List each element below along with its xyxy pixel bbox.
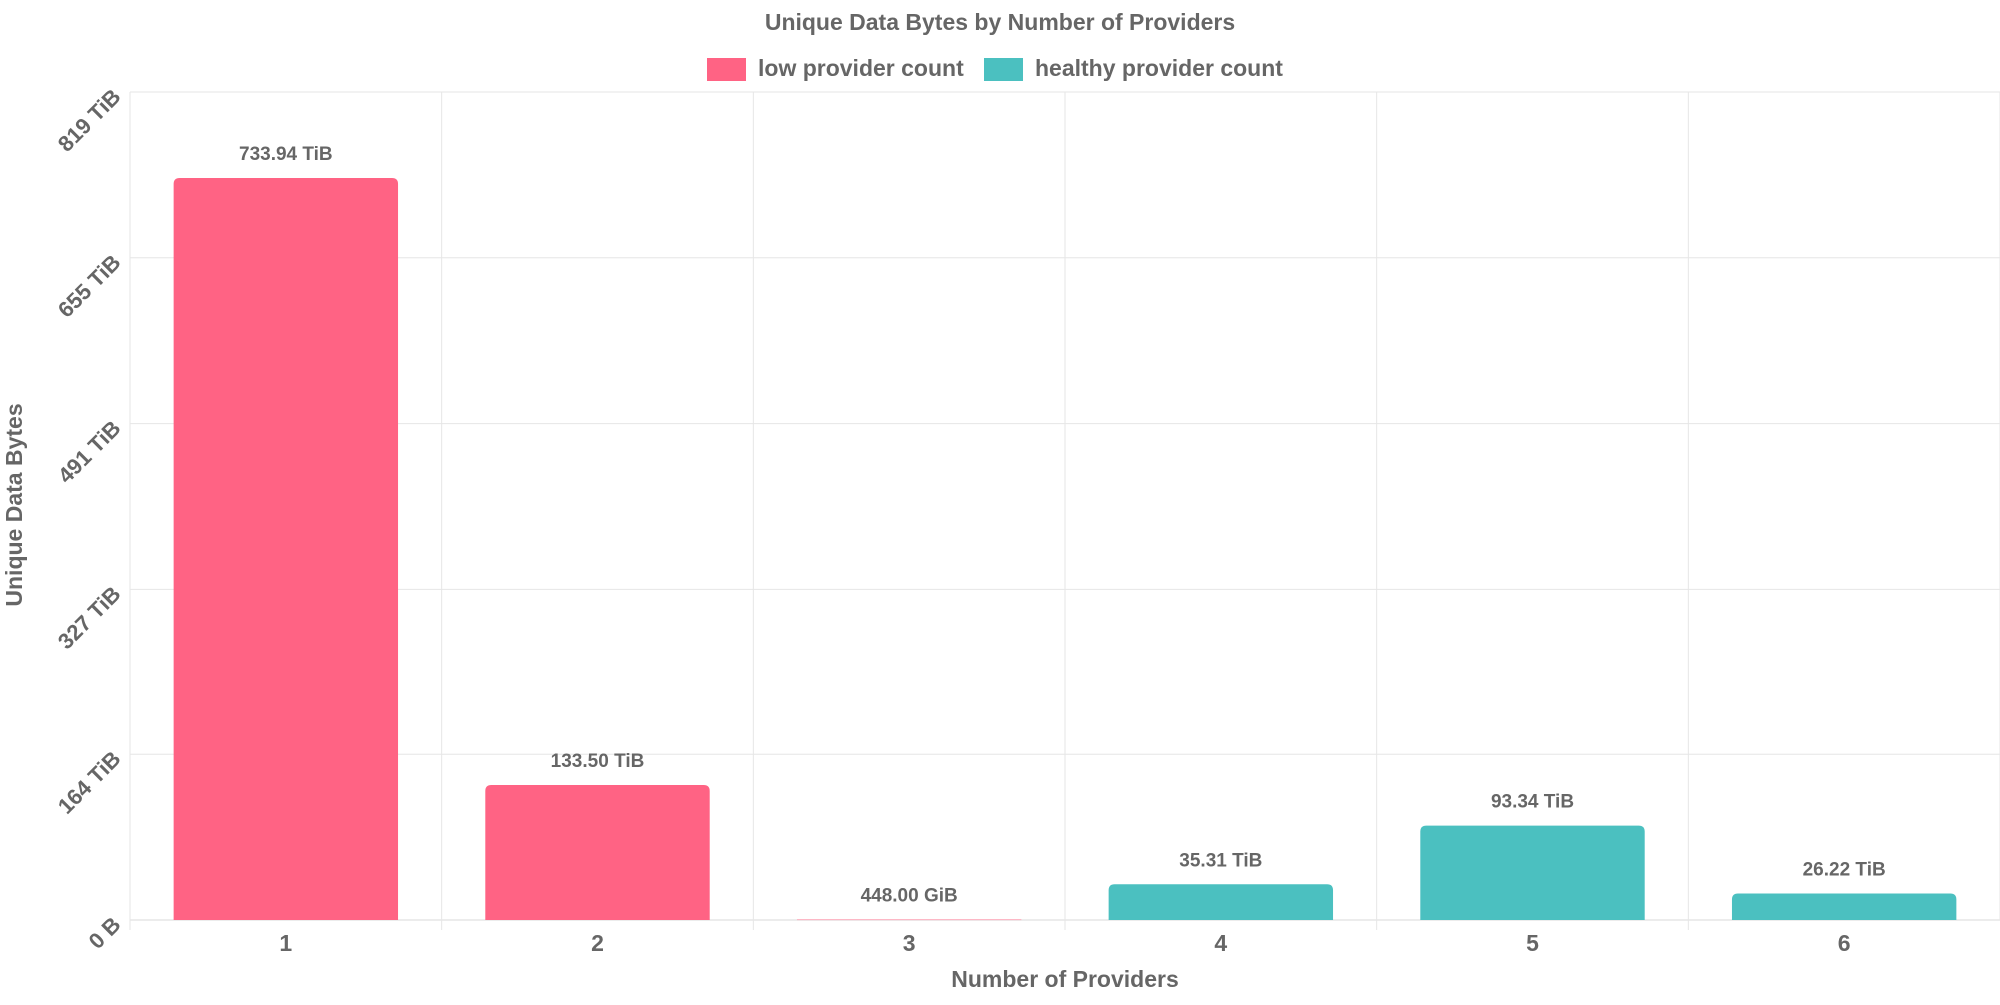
y-tick-label: 655 TiB [53,250,126,323]
legend-label-healthy: healthy provider count [1035,55,1283,81]
bar-5[interactable] [1420,825,1645,920]
bar-4[interactable] [1108,884,1334,920]
y-tick-label: 327 TiB [53,581,126,654]
data-label-3: 448.00 GiB [861,886,958,907]
chart-title: Unique Data Bytes by Number of Providers [765,9,1235,35]
y-tick-label: 491 TiB [53,415,126,488]
y-axis: 0 B 164 TiB 327 TiB 491 TiB 655 TiB 819 TiB [53,84,126,954]
grid-lines [129,91,2000,930]
x-axis-title: Number of Providers [951,966,1179,992]
x-tick-label-2: 2 [591,930,604,956]
bars [173,177,1957,921]
y-tick-label: 0 B [84,912,126,954]
y-tick-label: 819 TiB [53,84,126,157]
x-tick-label-3: 3 [903,930,916,956]
data-label-5: 93.34 TiB [1491,792,1574,813]
legend-item-healthy[interactable]: healthy provider count [984,55,1283,81]
data-label-4: 35.31 TiB [1179,850,1262,871]
data-label-2: 133.50 TiB [551,751,645,772]
y-tick-label: 164 TiB [53,746,126,819]
data-labels: 733.94 TiB 133.50 TiB 448.00 GiB 35.31 TiB 9… [239,144,1886,907]
x-axis: 1 2 3 4 5 6 [279,930,1850,956]
data-label-6: 26.22 TiB [1803,859,1886,880]
data-label-1: 733.94 TiB [239,144,333,165]
legend-label-low: low provider count [758,55,964,81]
x-tick-label-4: 4 [1214,930,1227,956]
legend-swatch-low [707,58,746,81]
legend-swatch-healthy [984,58,1023,81]
bar-6[interactable] [1731,893,1957,920]
x-tick-label-6: 6 [1838,930,1851,956]
x-tick-label-5: 5 [1526,930,1539,956]
legend-item-low[interactable]: low provider count [707,55,964,81]
bar-1[interactable] [173,177,399,920]
bar-3[interactable] [796,919,1022,921]
y-axis-title: Unique Data Bytes [1,403,27,606]
legend: low provider count healthy provider coun… [707,55,1283,81]
x-tick-label-1: 1 [279,930,292,956]
bar-2[interactable] [485,785,710,920]
